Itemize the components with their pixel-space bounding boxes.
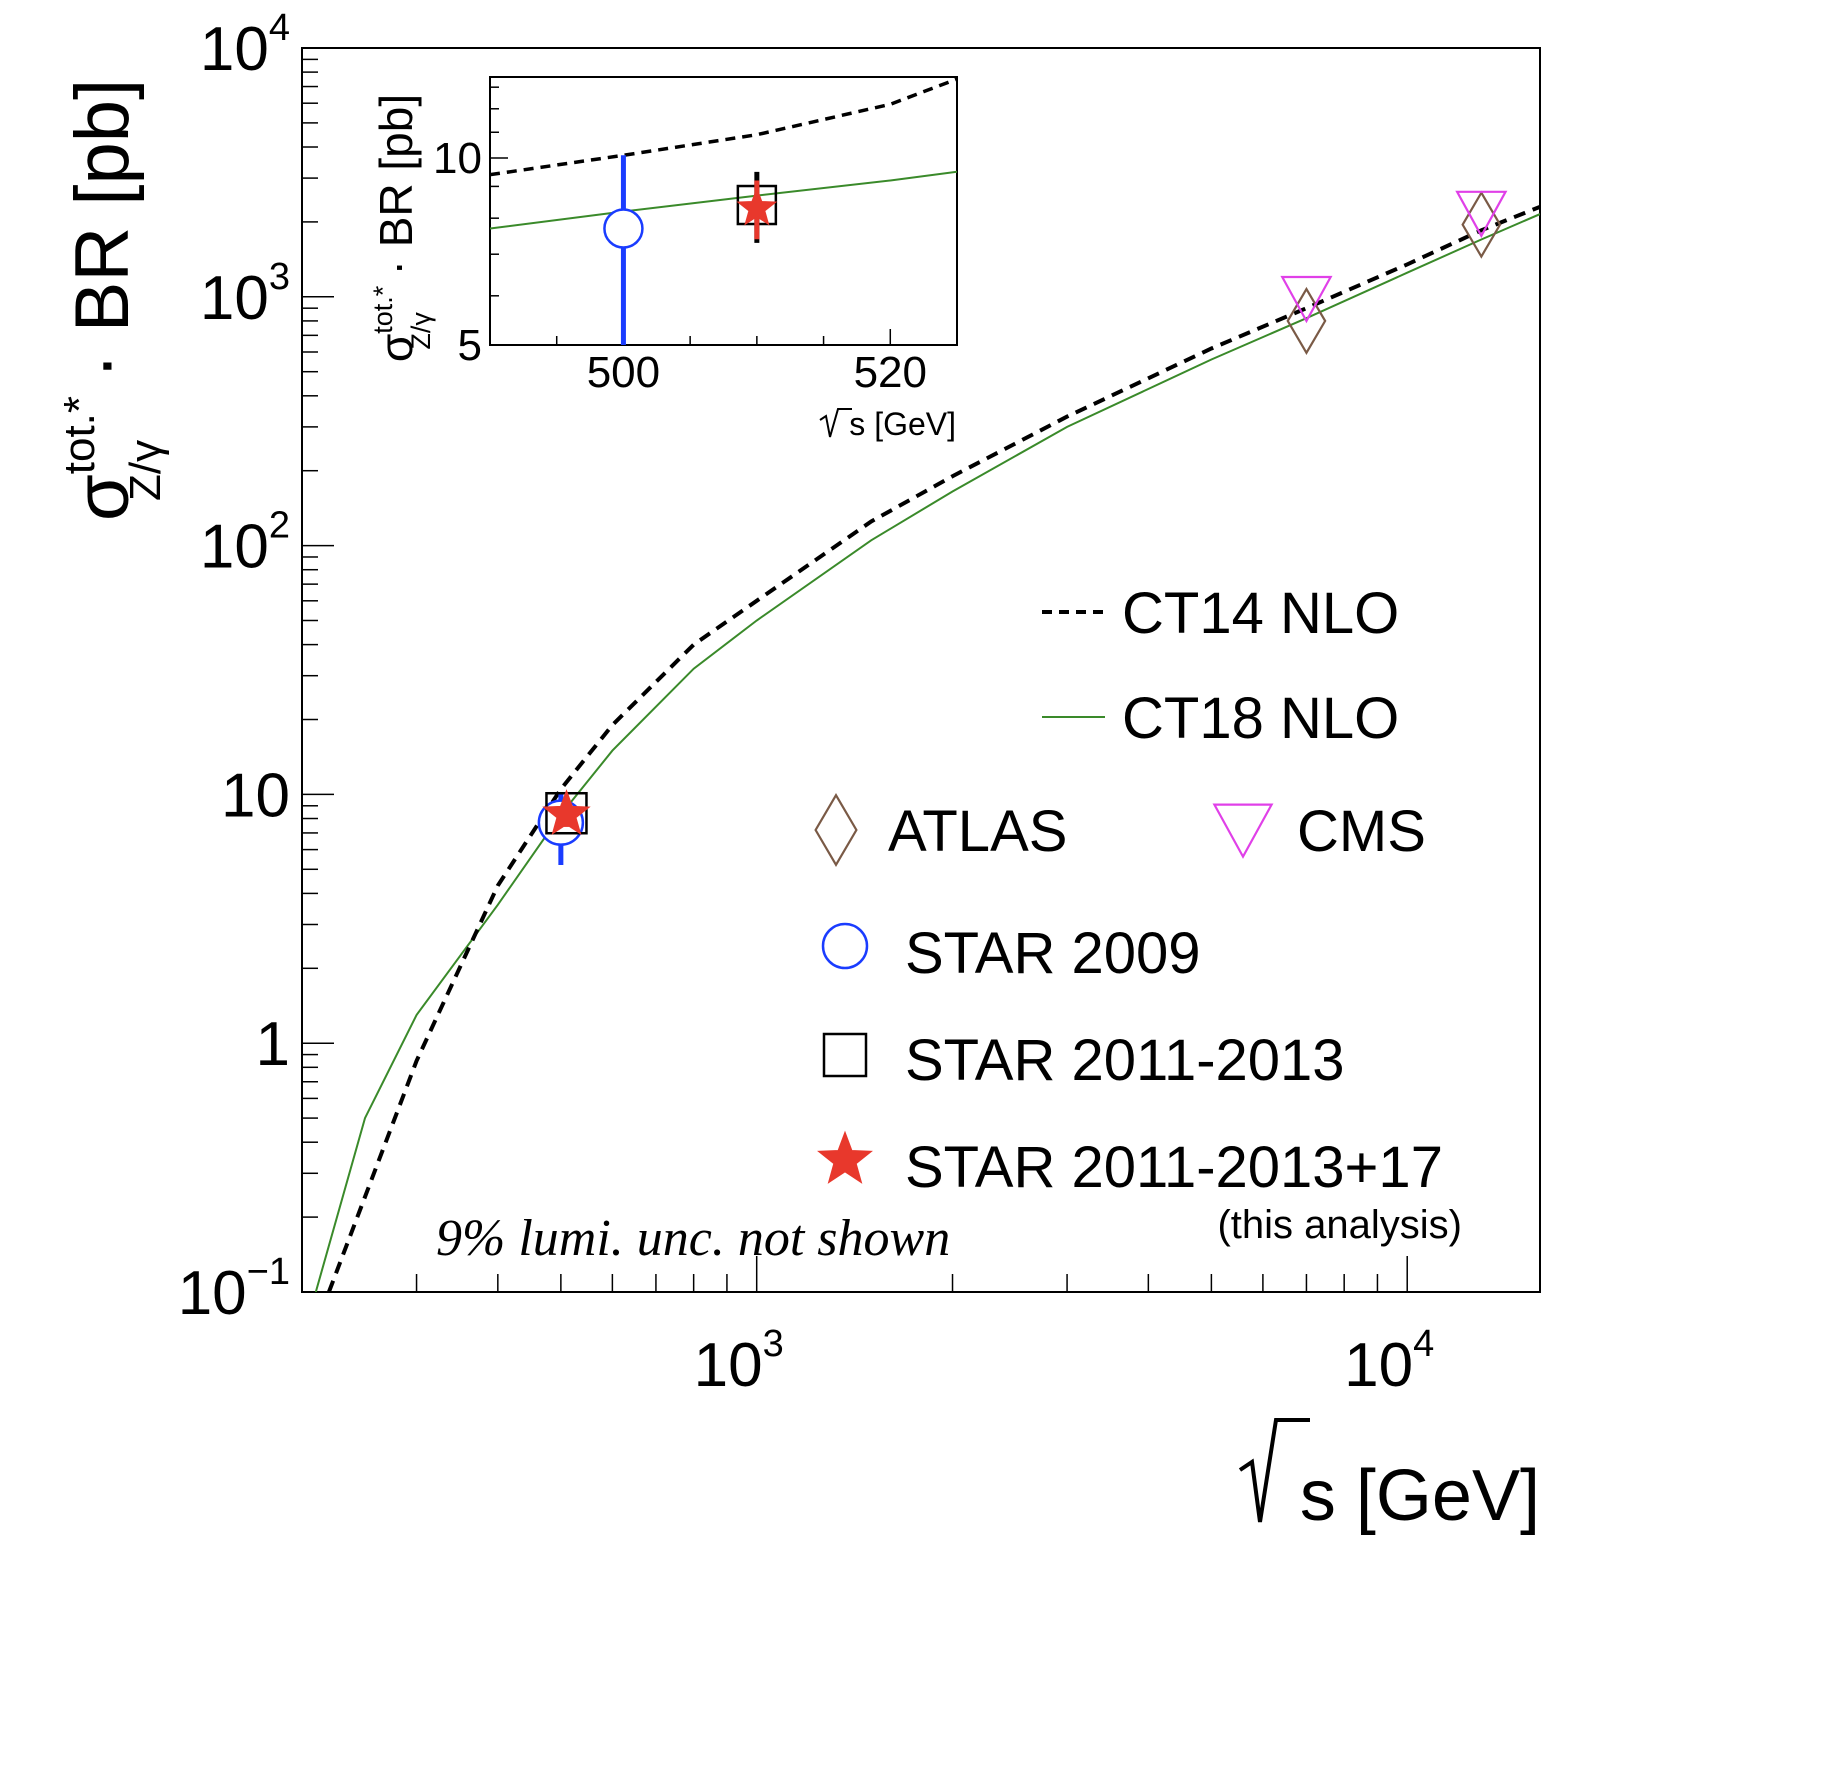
inset-x-axis-label: s [GeV] [819, 406, 956, 442]
x-tick-label-exp: 3 [763, 1323, 784, 1365]
main-x-ticks [301, 1256, 1408, 1292]
y-tick-label: 1 [256, 1010, 290, 1079]
inset-y-tick-label: 10 [433, 134, 482, 183]
inset-data-points [603, 155, 778, 345]
y-axis-title-part: · BR [pb] [60, 79, 145, 400]
legend-star2011-17-swatch [817, 1130, 873, 1184]
inset-x-axis-title: s [GeV] [849, 406, 956, 442]
legend-star2011-label: STAR 2011-2013 [905, 1028, 1345, 1093]
main-frame [301, 47, 1541, 1293]
y-axis-title-part: tot. [55, 413, 104, 474]
y-tick-label-base: 10 [200, 513, 269, 582]
atlas-point [1461, 190, 1502, 259]
sqrt-symbol [1238, 1418, 1310, 1523]
legend-star2009-swatch [821, 922, 869, 970]
inset-plot: 500 520 5 10 s [GeV] σtot.* Z/γ · BR [pb] [368, 76, 958, 442]
inset-sqrt-symbol [819, 408, 852, 438]
x-axis-title: s [GeV] [1300, 1456, 1540, 1536]
cms-point [1455, 190, 1508, 239]
legend-atlas-swatch [814, 793, 858, 867]
y-axis-title-part: σ [60, 474, 145, 521]
legend-star2011-swatch [822, 1032, 868, 1078]
y-tick-label: 104 [200, 7, 290, 84]
y-tick-label-exp: 4 [269, 7, 290, 49]
inset-y-axis-title-part: tot. [368, 296, 398, 334]
legend-cms-swatch [1212, 803, 1274, 859]
y-tick-label-exp: 2 [269, 505, 290, 547]
y-tick-label: 10 [221, 761, 290, 830]
inset-star-2009-point [603, 208, 644, 249]
y-tick-label-exp: −1 [247, 1251, 290, 1293]
x-tick-label-base: 10 [694, 1331, 763, 1400]
inset-y-tick-label: 5 [458, 321, 482, 370]
legend-star2009-label: STAR 2009 [905, 921, 1201, 986]
y-tick-label: 102 [200, 505, 290, 582]
y-tick-label-base: 10 [178, 1259, 247, 1328]
inset-y-axis-title-part: Z/γ [406, 312, 436, 350]
legend-ct14-label: CT14 NLO [1122, 581, 1399, 646]
inset-y-axis-title: σtot.* Z/γ · BR [pb] [368, 94, 436, 362]
y-tick-label-base: 10 [200, 264, 269, 333]
legend-ct18-label: CT18 NLO [1122, 686, 1399, 751]
ct14-nlo-curve [327, 204, 1540, 1292]
legend-this-analysis: (this analysis) [1217, 1203, 1462, 1247]
atlas-point [1286, 286, 1327, 355]
main-data-points [537, 190, 1508, 866]
main-x-tick-labels: 103 104 [694, 1323, 1435, 1400]
legend: CT14 NLO CT18 NLO ATLAS CMS STAR 2009 STAR 20… [814, 581, 1462, 1247]
inset-x-tick-label: 520 [854, 348, 927, 397]
main-y-axis-label: σtot.* Z/γ · BR [pb] [55, 79, 170, 521]
inset-x-tick-label: 500 [587, 348, 660, 397]
y-axis-title: σtot.* Z/γ · BR [pb] [55, 79, 170, 521]
inset-y-axis-title-part: * [368, 285, 398, 296]
inset-ct14-curve [490, 77, 957, 177]
x-tick-label: 104 [1344, 1323, 1434, 1400]
y-tick-label: 10−1 [178, 1251, 290, 1328]
inset-y-axis-title-part: · BR [pb] [370, 94, 422, 288]
y-axis-title-part: * [55, 396, 104, 413]
inset-y-ticks [490, 86, 508, 346]
y-tick-label-exp: 3 [269, 256, 290, 298]
star-2011-2013-17-point [542, 789, 591, 836]
inset-star-2011-2013-17-point [736, 186, 778, 226]
y-tick-label-base: 10 [200, 15, 269, 84]
y-tick-label: 103 [200, 256, 290, 333]
inset-frame [489, 76, 958, 346]
ct18-nlo-curve [314, 213, 1540, 1292]
main-curves [314, 204, 1540, 1292]
inset-y-axis-title-part: σ [370, 334, 422, 362]
cms-point [1280, 275, 1333, 324]
y-axis-title-part: Z/γ [121, 440, 170, 501]
inset-y-axis-label: σtot.* Z/γ · BR [pb] [368, 94, 436, 362]
lumi-annotation: 9% lumi. unc. not shown [436, 1210, 950, 1267]
legend-star2011-17-label: STAR 2011-2013+17 [905, 1135, 1443, 1200]
legend-atlas-label: ATLAS [888, 799, 1067, 864]
main-x-axis-label: s [GeV] [1238, 1418, 1540, 1536]
x-tick-label: 103 [694, 1323, 784, 1400]
legend-cms-label: CMS [1297, 799, 1426, 864]
x-tick-label-base: 10 [1344, 1331, 1413, 1400]
main-y-ticks [302, 47, 334, 1293]
x-tick-label-exp: 4 [1413, 1323, 1434, 1365]
